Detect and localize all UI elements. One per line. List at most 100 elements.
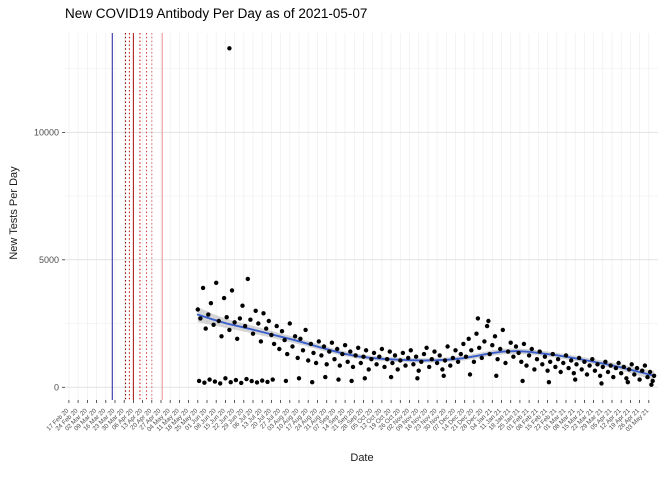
data-point [227,46,232,51]
data-point [492,334,498,339]
data-point [463,354,469,359]
data-point [319,353,324,358]
data-point [218,381,223,386]
data-point [200,285,206,291]
data-point [487,351,492,357]
data-point [576,355,582,361]
data-point [611,374,616,380]
data-point [553,364,558,370]
h-gridlines-minor [65,68,658,324]
data-point [440,367,445,372]
data-point [471,359,477,364]
data-point [467,372,473,377]
y-axis-labels: 0 5000 10000 [34,127,65,392]
x-axis-title: Date [350,452,374,464]
data-point [445,344,450,349]
data-point [244,376,249,382]
data-point [484,323,490,329]
data-point [248,317,253,322]
data-point [196,378,202,384]
scatter-points [195,46,657,387]
data-point [408,348,413,353]
data-point [453,348,458,353]
data-point [637,377,642,382]
data-point [574,362,579,367]
data-point [469,348,474,353]
data-point [350,364,356,370]
data-point [511,354,516,359]
data-point [392,353,398,358]
data-point [513,344,519,349]
y-tick-label: 10000 [34,127,59,137]
data-point [650,378,655,384]
data-point [400,350,406,356]
data-point [336,377,341,382]
data-point [261,311,266,316]
data-point [224,315,229,320]
data-point [597,373,603,378]
data-point [561,360,566,366]
data-point [458,351,463,357]
reference-lines [111,33,163,400]
data-point [421,351,427,357]
data-point [616,360,621,366]
data-point [540,362,545,367]
data-point [477,345,482,350]
data-point [202,380,207,385]
data-point [390,360,395,366]
data-point [571,371,576,376]
data-point [629,362,634,367]
data-point [645,374,650,380]
data-point [324,362,329,367]
data-point [413,354,419,359]
chart-title: New COVID19 Antibody Per Day as of 2021-… [65,6,368,21]
data-point [587,363,592,368]
data-point [466,336,471,341]
data-point [569,358,574,363]
data-point [311,350,316,356]
data-point [490,343,495,348]
data-point [369,357,374,362]
data-point [240,303,245,308]
data-point [274,323,279,329]
data-point [534,357,540,362]
data-point [442,358,448,363]
data-point [227,327,232,333]
data-point [642,363,648,368]
data-point [239,380,244,386]
data-point [398,358,403,363]
data-point [600,364,605,370]
data-point [415,376,420,381]
data-point [374,362,379,367]
data-point [550,351,555,357]
data-point [632,372,637,377]
data-point [546,380,552,385]
data-point [608,363,613,368]
data-point [548,359,553,364]
data-point [387,349,392,354]
data-point [519,359,524,364]
data-point [349,378,354,384]
data-point [532,367,537,372]
data-point [287,321,292,326]
data-point [300,348,306,353]
data-point [264,326,269,331]
data-point [545,368,550,373]
data-point [621,364,626,370]
data-point [524,363,529,368]
data-point [310,380,315,385]
data-point [558,369,563,375]
data-point [474,331,479,336]
data-point [337,363,342,368]
data-point [295,355,300,361]
data-point [450,355,456,361]
data-point [340,351,345,357]
data-point [579,367,584,372]
data-point [406,355,411,361]
data-point [582,359,587,364]
data-point [382,364,387,370]
data-point [371,350,377,356]
data-point [321,344,327,349]
